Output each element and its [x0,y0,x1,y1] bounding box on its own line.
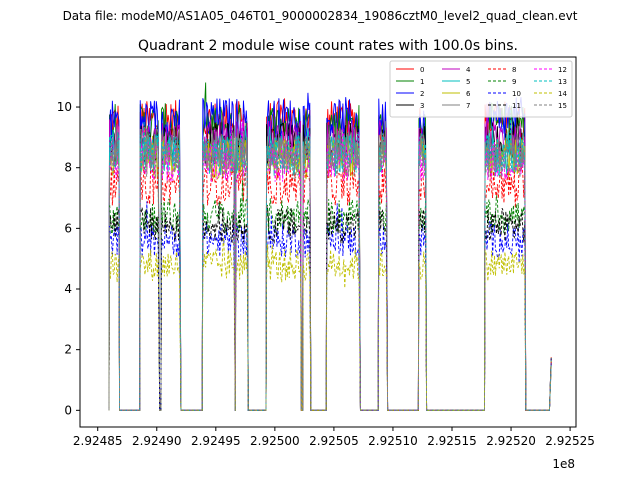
x-axis: 2.92485 2.92490 2.92495 2.92500 2.92505 2.925… [73,427,595,448]
legend-label-8: 8 [512,66,516,74]
series-line-13 [108,109,552,411]
legend-label-1: 1 [420,78,424,86]
legend-label-3: 3 [420,102,424,110]
legend-label-13: 13 [558,78,567,86]
x-tick-label: 2.92505 [309,434,359,448]
plot-area [108,82,552,411]
x-tick-label: 2.92500 [250,434,300,448]
legend-label-12: 12 [558,66,567,74]
legend-label-4: 4 [466,66,471,74]
y-tick-label: 10 [57,100,72,114]
series-line-11 [108,202,552,411]
y-tick-label: 8 [64,161,72,175]
y-tick-label: 6 [64,221,72,235]
x-tick-label: 2.92515 [427,434,477,448]
y-axis: 0 2 4 6 8 10 [57,100,80,417]
chart-title: Quadrant 2 module wise count rates with … [138,38,518,54]
series-line-14 [108,237,552,411]
x-tick-label: 2.92485 [73,434,123,448]
legend-label-15: 15 [558,102,567,110]
legend-frame [389,60,573,118]
legend-label-14: 14 [558,90,567,98]
series-line-10 [108,201,552,411]
legend-label-2: 2 [420,90,424,98]
x-tick-label: 2.92510 [368,434,418,448]
legend-label-10: 10 [512,90,521,98]
x-offset-label: 1e8 [552,457,575,471]
legend-label-6: 6 [466,90,471,98]
legend-label-7: 7 [466,102,470,110]
figure-suptitle: Data file: modeM0/AS1A05_046T01_90000028… [63,9,578,23]
series-line-9 [108,180,552,411]
legend-label-9: 9 [512,78,516,86]
x-tick-label: 2.92520 [486,434,536,448]
axes-frame [79,56,577,428]
y-tick-label: 4 [64,282,72,296]
x-tick-label: 2.92490 [132,434,182,448]
x-tick-label: 2.92525 [545,434,595,448]
series-line-8 [108,164,552,411]
series-line-0 [108,98,552,411]
series-line-12 [108,120,552,411]
legend-label-11: 11 [512,102,521,110]
y-tick-label: 0 [64,403,72,417]
y-tick-label: 2 [64,343,72,357]
series-line-15 [108,137,552,411]
x-tick-label: 2.92495 [191,434,241,448]
legend-label-5: 5 [466,78,470,86]
legend-label-0: 0 [420,66,424,74]
